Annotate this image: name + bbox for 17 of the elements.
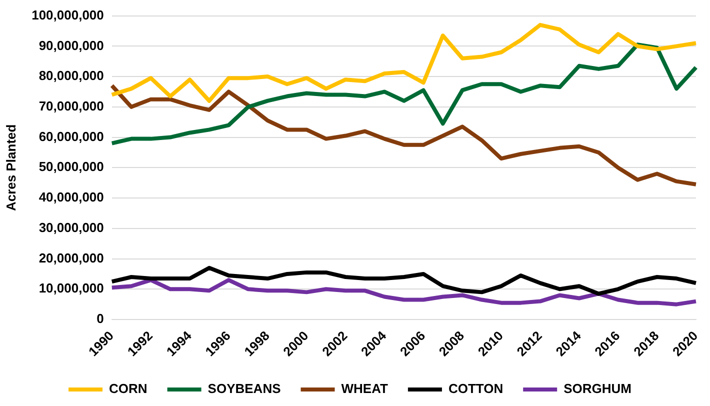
y-axis-title: Acres Planted: [3, 124, 18, 212]
legend-label: CORN: [109, 381, 148, 396]
y-tick-label: 50,000,000: [38, 159, 104, 174]
y-tick-label: 80,000,000: [38, 68, 104, 84]
y-tick-label: 0: [96, 311, 104, 326]
legend-label: SORGHUM: [564, 381, 632, 396]
y-tick-label: 70,000,000: [38, 98, 104, 114]
y-tick-label: 40,000,000: [38, 190, 104, 205]
y-tick-label: 60,000,000: [38, 128, 104, 144]
legend-label: SOYBEANS: [208, 381, 282, 396]
y-tick-label: 90,000,000: [38, 38, 104, 53]
y-tick-label: 20,000,000: [38, 250, 104, 266]
y-tick-label: 30,000,000: [38, 220, 104, 235]
legend-label: COTTON: [448, 381, 504, 396]
y-tick-label: 100,000,000: [32, 7, 104, 22]
legend-label: WHEAT: [341, 381, 388, 396]
y-tick-label: 10,000,000: [38, 280, 104, 296]
